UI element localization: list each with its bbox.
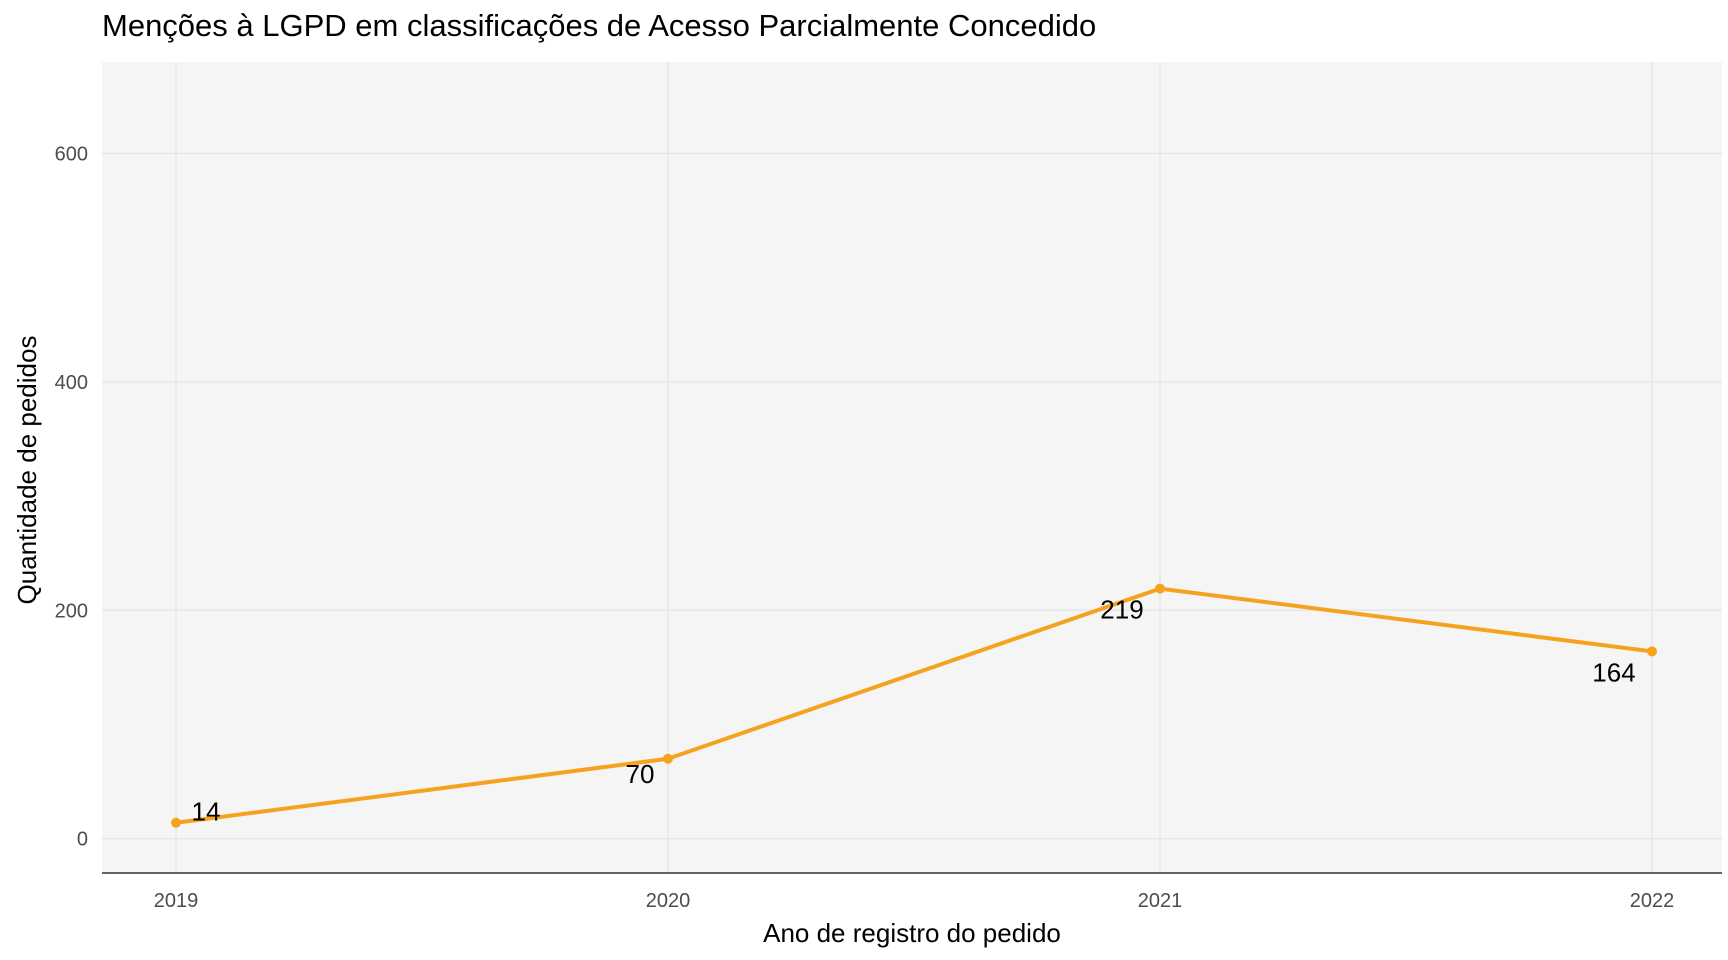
x-tick-labels: 2019 2020 2021 2022 — [154, 890, 1675, 912]
x-tick-label: 2019 — [154, 890, 199, 912]
data-label: 164 — [1592, 657, 1635, 687]
y-axis-title: Quantidade de pedidos — [12, 336, 42, 605]
y-tick-label: 400 — [55, 372, 88, 394]
x-tick-label: 2022 — [1630, 890, 1675, 912]
y-tick-label: 200 — [55, 600, 88, 622]
data-point — [663, 753, 673, 764]
data-point — [171, 817, 181, 828]
data-point — [1647, 646, 1657, 657]
data-label: 219 — [1100, 595, 1143, 625]
y-tick-label: 600 — [55, 143, 88, 165]
y-tick-labels: 0 200 400 600 — [55, 143, 88, 850]
series-line — [175, 586, 1653, 825]
data-labels: 14 70 219 164 — [192, 595, 1636, 827]
x-tick-label: 2021 — [1138, 890, 1183, 912]
x-tick-label: 2020 — [646, 890, 691, 912]
data-label: 14 — [192, 797, 221, 827]
y-tick-label: 0 — [77, 829, 88, 851]
data-points — [171, 583, 1657, 828]
chart-title: Menções à LGPD em classificações de Aces… — [102, 8, 1097, 43]
plot-panel — [102, 62, 1722, 873]
x-axis-title: Ano de registro do pedido — [763, 918, 1061, 948]
data-point — [1155, 583, 1165, 594]
data-label: 70 — [626, 759, 655, 789]
grid-lines — [102, 62, 1722, 873]
